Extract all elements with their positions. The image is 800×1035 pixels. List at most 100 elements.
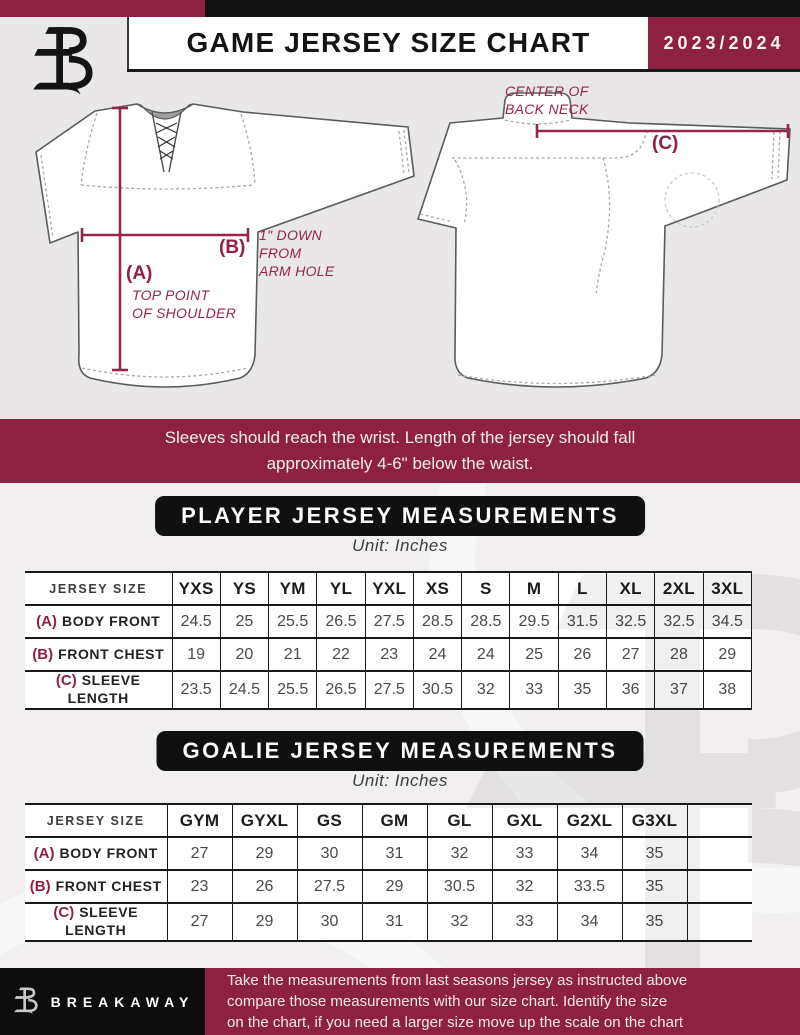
value-cell: 30: [296, 837, 362, 870]
top-point-note: TOP POINT OF SHOULDER: [132, 287, 237, 322]
value-cell: 35: [557, 671, 607, 709]
value-cell: 33.5: [556, 870, 622, 903]
arm-hole-note: 1" DOWN FROM ARM HOLE: [259, 227, 335, 280]
value-cell: 35: [621, 870, 687, 903]
value-cell: 32: [426, 903, 492, 941]
value-cell: 24: [461, 638, 510, 671]
value-cell: 24.5: [171, 605, 221, 638]
footer: BREAKAWAY Take the measurements from las…: [0, 968, 800, 1035]
footer-logo-icon: [11, 985, 41, 1018]
goalie-section-heading: GOALIE JERSEY MEASUREMENTS: [156, 731, 644, 771]
title-box: GAME JERSEY SIZE CHART: [127, 17, 648, 69]
size-col: GYXL: [231, 804, 297, 837]
value-cell: 30.5: [412, 671, 462, 709]
value-cell: 31: [361, 837, 427, 870]
value-cell: 25: [509, 638, 559, 671]
footer-brand-panel: BREAKAWAY: [0, 968, 205, 1035]
size-col: S: [461, 572, 510, 605]
value-cell: 25.5: [268, 671, 317, 709]
size-col: [686, 804, 752, 837]
value-cell: 27: [606, 638, 655, 671]
back-jersey-outline: [417, 92, 791, 388]
value-cell: 26.5: [316, 605, 366, 638]
row-label: (A) BODY FRONT: [33, 844, 158, 862]
size-col: XS: [412, 572, 462, 605]
value-cell: [686, 870, 752, 903]
value-cell: 30: [296, 903, 362, 941]
value-cell: 31.5: [557, 605, 607, 638]
header-bar: GAME JERSEY SIZE CHART 2023/2024: [127, 17, 800, 72]
season-box: 2023/2024: [648, 17, 800, 69]
jersey-diagram-art: [35, 92, 791, 388]
value-cell: 26: [557, 638, 607, 671]
value-cell: 28: [654, 638, 704, 671]
fit-instruction-text: Sleeves should reach the wrist. Length o…: [164, 427, 636, 473]
value-cell: 34: [556, 837, 622, 870]
jersey-diagrams: CENTER OF BACK NECK (C) 1" DOWN FROM ARM…: [0, 75, 800, 420]
size-col: M: [509, 572, 559, 605]
row-label: (C) SLEEVE LENGTH: [55, 672, 141, 706]
top-strip-black: [205, 0, 800, 17]
value-cell: 22: [316, 638, 366, 671]
value-cell: 32.5: [606, 605, 655, 638]
footer-note-panel: Take the measurements from last seasons …: [205, 968, 800, 1035]
size-col: YS: [219, 572, 269, 605]
value-cell: 33: [491, 903, 557, 941]
row-label: (B) FRONT CHEST: [32, 645, 165, 663]
size-col: GL: [426, 804, 492, 837]
value-cell: 31: [361, 903, 427, 941]
value-cell: 32: [461, 671, 510, 709]
value-cell: 24.5: [219, 671, 269, 709]
measure-a-key: (A): [126, 263, 153, 284]
value-cell: 35: [621, 837, 687, 870]
value-cell: 37: [654, 671, 704, 709]
goalie-unit-label: Unit: Inches: [352, 771, 448, 790]
value-cell: 26.5: [316, 671, 366, 709]
value-cell: 27.5: [296, 870, 362, 903]
value-cell: 25: [219, 605, 269, 638]
size-col: XL: [606, 572, 655, 605]
measure-c-key: (C): [652, 133, 679, 154]
value-cell: 23: [364, 638, 414, 671]
value-cell: 25.5: [268, 605, 317, 638]
value-cell: 29: [702, 638, 753, 671]
size-col: YM: [268, 572, 317, 605]
value-cell: 29: [231, 903, 297, 941]
value-cell: 21: [268, 638, 317, 671]
value-cell: 28.5: [461, 605, 510, 638]
value-cell: 34.5: [702, 605, 753, 638]
row-label: (B) FRONT CHEST: [29, 877, 162, 895]
center-back-neck-note: CENTER OF BACK NECK: [505, 83, 589, 118]
row-label: (C) SLEEVE LENGTH: [53, 904, 139, 938]
size-col: 2XL: [654, 572, 704, 605]
player-unit-label: Unit: Inches: [352, 536, 448, 555]
stitch-seams: [40, 112, 781, 385]
value-cell: 32: [491, 870, 557, 903]
size-label-header: JERSEY SIZE: [49, 581, 148, 596]
size-col: G2XL: [556, 804, 622, 837]
value-cell: 27.5: [364, 605, 414, 638]
value-cell: 28.5: [412, 605, 462, 638]
front-collar: [136, 103, 194, 120]
value-cell: 29: [361, 870, 427, 903]
top-accent-strip: [0, 0, 800, 17]
value-cell: 32.5: [654, 605, 704, 638]
table-header-row: JERSEY SIZE YXS YS YM YL YXL XS S M L XL…: [25, 572, 753, 605]
table-header-row: JERSEY SIZE GYM GYXL GS GM GL GXL G2XL G…: [25, 804, 752, 837]
size-col: GYM: [166, 804, 232, 837]
size-col: G3XL: [621, 804, 687, 837]
value-cell: 27.5: [364, 671, 414, 709]
row-label: (A) BODY FRONT: [36, 612, 161, 630]
value-cell: 34: [556, 903, 622, 941]
table-row: (B) FRONT CHEST 19 20 21 22 23 24 24 25 2…: [25, 638, 753, 671]
value-cell: 33: [491, 837, 557, 870]
size-col: GM: [361, 804, 427, 837]
measurement-section: PLAYER JERSEY MEASUREMENTS Unit: Inches …: [0, 483, 800, 968]
top-strip-maroon: [0, 0, 205, 17]
collar-laces-icon: [155, 122, 178, 160]
size-col: L: [557, 572, 607, 605]
player-size-table: JERSEY SIZE YXS YS YM YL YXL XS S M L XL…: [25, 571, 753, 710]
measure-b-key: (B): [219, 237, 246, 258]
size-col: 3XL: [702, 572, 753, 605]
